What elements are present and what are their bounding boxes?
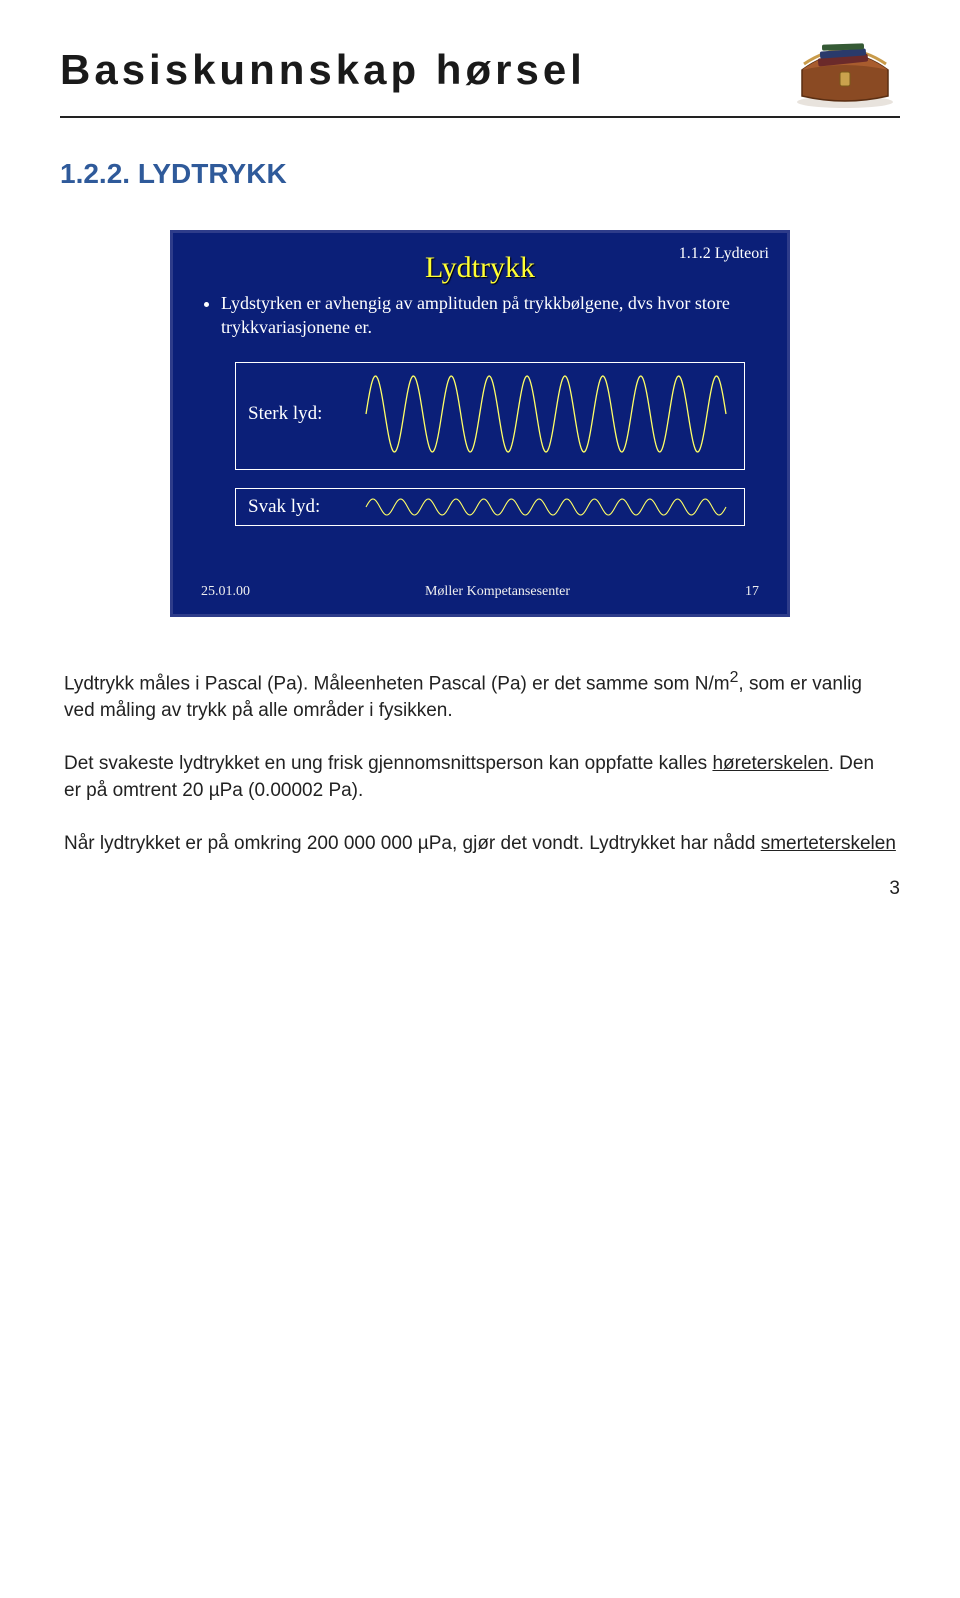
- page-header: Basiskunnskap hørsel: [60, 30, 900, 118]
- weak-sound-label: Svak lyd:: [248, 496, 358, 518]
- underline-term: smerteterskelen: [761, 833, 896, 854]
- text-run: Lydtrykk måles i Pascal (Pa). Måleenhete…: [64, 673, 730, 694]
- paragraph-1: Lydtrykk måles i Pascal (Pa). Måleenhete…: [64, 667, 896, 725]
- strong-wave-icon: [358, 371, 734, 457]
- paragraph-2: Det svakeste lydtrykket en ung frisk gje…: [64, 751, 896, 805]
- page-title: Basiskunnskap hørsel: [60, 46, 586, 94]
- text-run: Når lydtrykket er på omkring 200 000 000…: [64, 833, 761, 854]
- treasure-chest-icon: [790, 30, 900, 110]
- strong-sound-label: Sterk lyd:: [248, 403, 358, 425]
- slide-footer-center: Møller Kompetansesenter: [425, 584, 570, 600]
- slide-footer-number: 17: [745, 584, 759, 600]
- section-heading: 1.2.2. LYDTRYKK: [60, 158, 900, 190]
- slide-footer-date: 25.01.00: [201, 584, 250, 600]
- paragraph-3: Når lydtrykket er på omkring 200 000 000…: [64, 831, 896, 858]
- slide-bullet-list: Lydstyrken er avhengig av amplituden på …: [221, 291, 765, 340]
- page-number: 3: [889, 878, 900, 900]
- slide-box: 1.1.2 Lydteori Lydtrykk Lydstyrken er av…: [170, 230, 790, 617]
- strong-sound-row: Sterk lyd:: [235, 362, 745, 470]
- weak-sound-row: Svak lyd:: [235, 488, 745, 526]
- slide-footer: 25.01.00 Møller Kompetansesenter 17: [195, 584, 765, 600]
- underline-term: høreterskelen: [712, 753, 828, 774]
- weak-wave-icon: [358, 493, 734, 521]
- slide-topright-label: 1.1.2 Lydteori: [679, 245, 769, 263]
- slide-bullet-item: Lydstyrken er avhengig av amplituden på …: [221, 291, 765, 340]
- text-run: Det svakeste lydtrykket en ung frisk gje…: [64, 753, 712, 774]
